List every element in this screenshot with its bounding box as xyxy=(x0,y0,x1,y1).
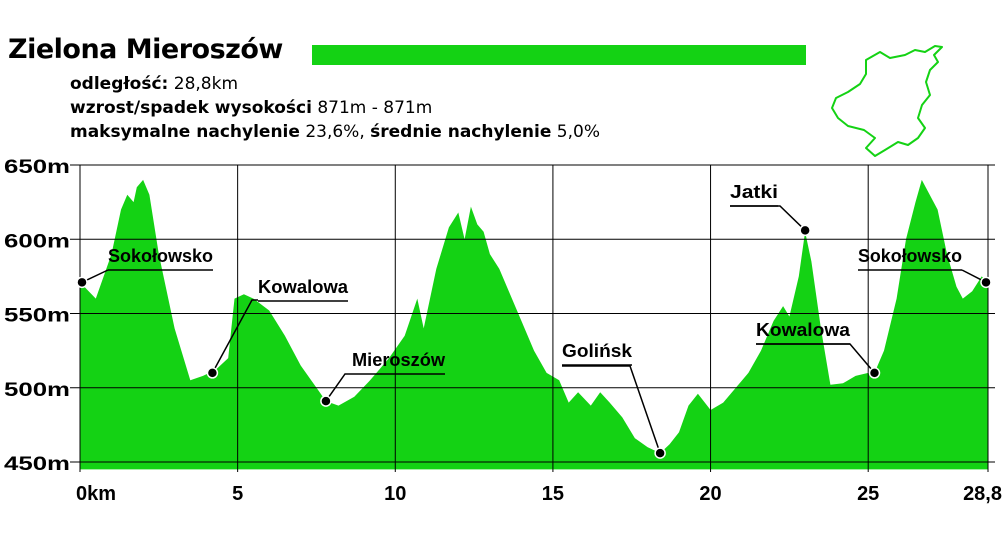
stat-max-slope-label: maksymalne nachylenie xyxy=(70,122,300,142)
annotation-label: Golińsk xyxy=(562,341,633,361)
y-tick-label: 500m xyxy=(4,380,70,401)
annotation-leader xyxy=(325,373,352,402)
annotation-label: Sokołowsko xyxy=(108,246,213,266)
route-outline-icon xyxy=(831,45,943,157)
annotation-marker xyxy=(980,276,992,289)
y-tick-label: 450m xyxy=(4,454,70,475)
annotation-marker xyxy=(206,367,219,379)
annotation-label: Mieroszów xyxy=(352,350,446,370)
annotation-marker xyxy=(654,447,666,459)
stat-avg-slope-label: średnie nachylenie xyxy=(370,122,552,142)
stat-distance-label: odległość: xyxy=(70,74,169,94)
annotation-label: Sokołowsko xyxy=(858,246,962,266)
x-tick-label: 15 xyxy=(542,483,564,505)
stat-distance-value: 28,8km xyxy=(168,74,239,94)
x-tick-label: 28,8 xyxy=(963,483,1002,505)
annotation-marker xyxy=(320,395,332,407)
annotation-leader xyxy=(562,365,661,454)
annotation-leader xyxy=(211,299,258,374)
x-tick-label: 0km xyxy=(76,483,116,505)
x-tick-label: 20 xyxy=(699,483,721,505)
annotation-label: Jatki xyxy=(730,182,778,202)
title-color-bar xyxy=(312,45,806,65)
x-tick-label: 25 xyxy=(857,483,879,505)
stat-avg-slope-value: 5,0% xyxy=(551,122,600,142)
stat-distance: odległość: 28,8km xyxy=(70,72,600,96)
x-tick-label: 5 xyxy=(232,483,243,505)
y-tick-label: 600m xyxy=(4,231,70,252)
stat-slope: maksymalne nachylenie 23,6%, średnie nac… xyxy=(70,120,600,144)
page-title: Zielona Mieroszów xyxy=(8,34,283,65)
x-tick-label: 10 xyxy=(384,483,406,505)
annotation-marker xyxy=(76,276,88,289)
stat-elevation-value: 871m - 871m xyxy=(311,98,433,118)
annotation-leader xyxy=(730,205,806,231)
annotation-label: Kowalowa xyxy=(258,277,349,297)
route-stats: odległość: 28,8km wzrost/spadek wysokośc… xyxy=(70,72,600,144)
annotation-marker xyxy=(868,367,881,379)
elevation-area xyxy=(80,179,988,470)
y-tick-label: 650m xyxy=(4,157,70,178)
y-tick-label: 550m xyxy=(4,306,70,327)
annotation-label: Kowalowa xyxy=(756,320,851,340)
stat-max-slope-value: 23,6%, xyxy=(299,122,371,142)
stat-elevation-label: wzrost/spadek wysokości xyxy=(70,98,312,118)
stat-elevation: wzrost/spadek wysokości 871m - 871m xyxy=(70,96,600,120)
annotation-marker xyxy=(799,224,811,237)
